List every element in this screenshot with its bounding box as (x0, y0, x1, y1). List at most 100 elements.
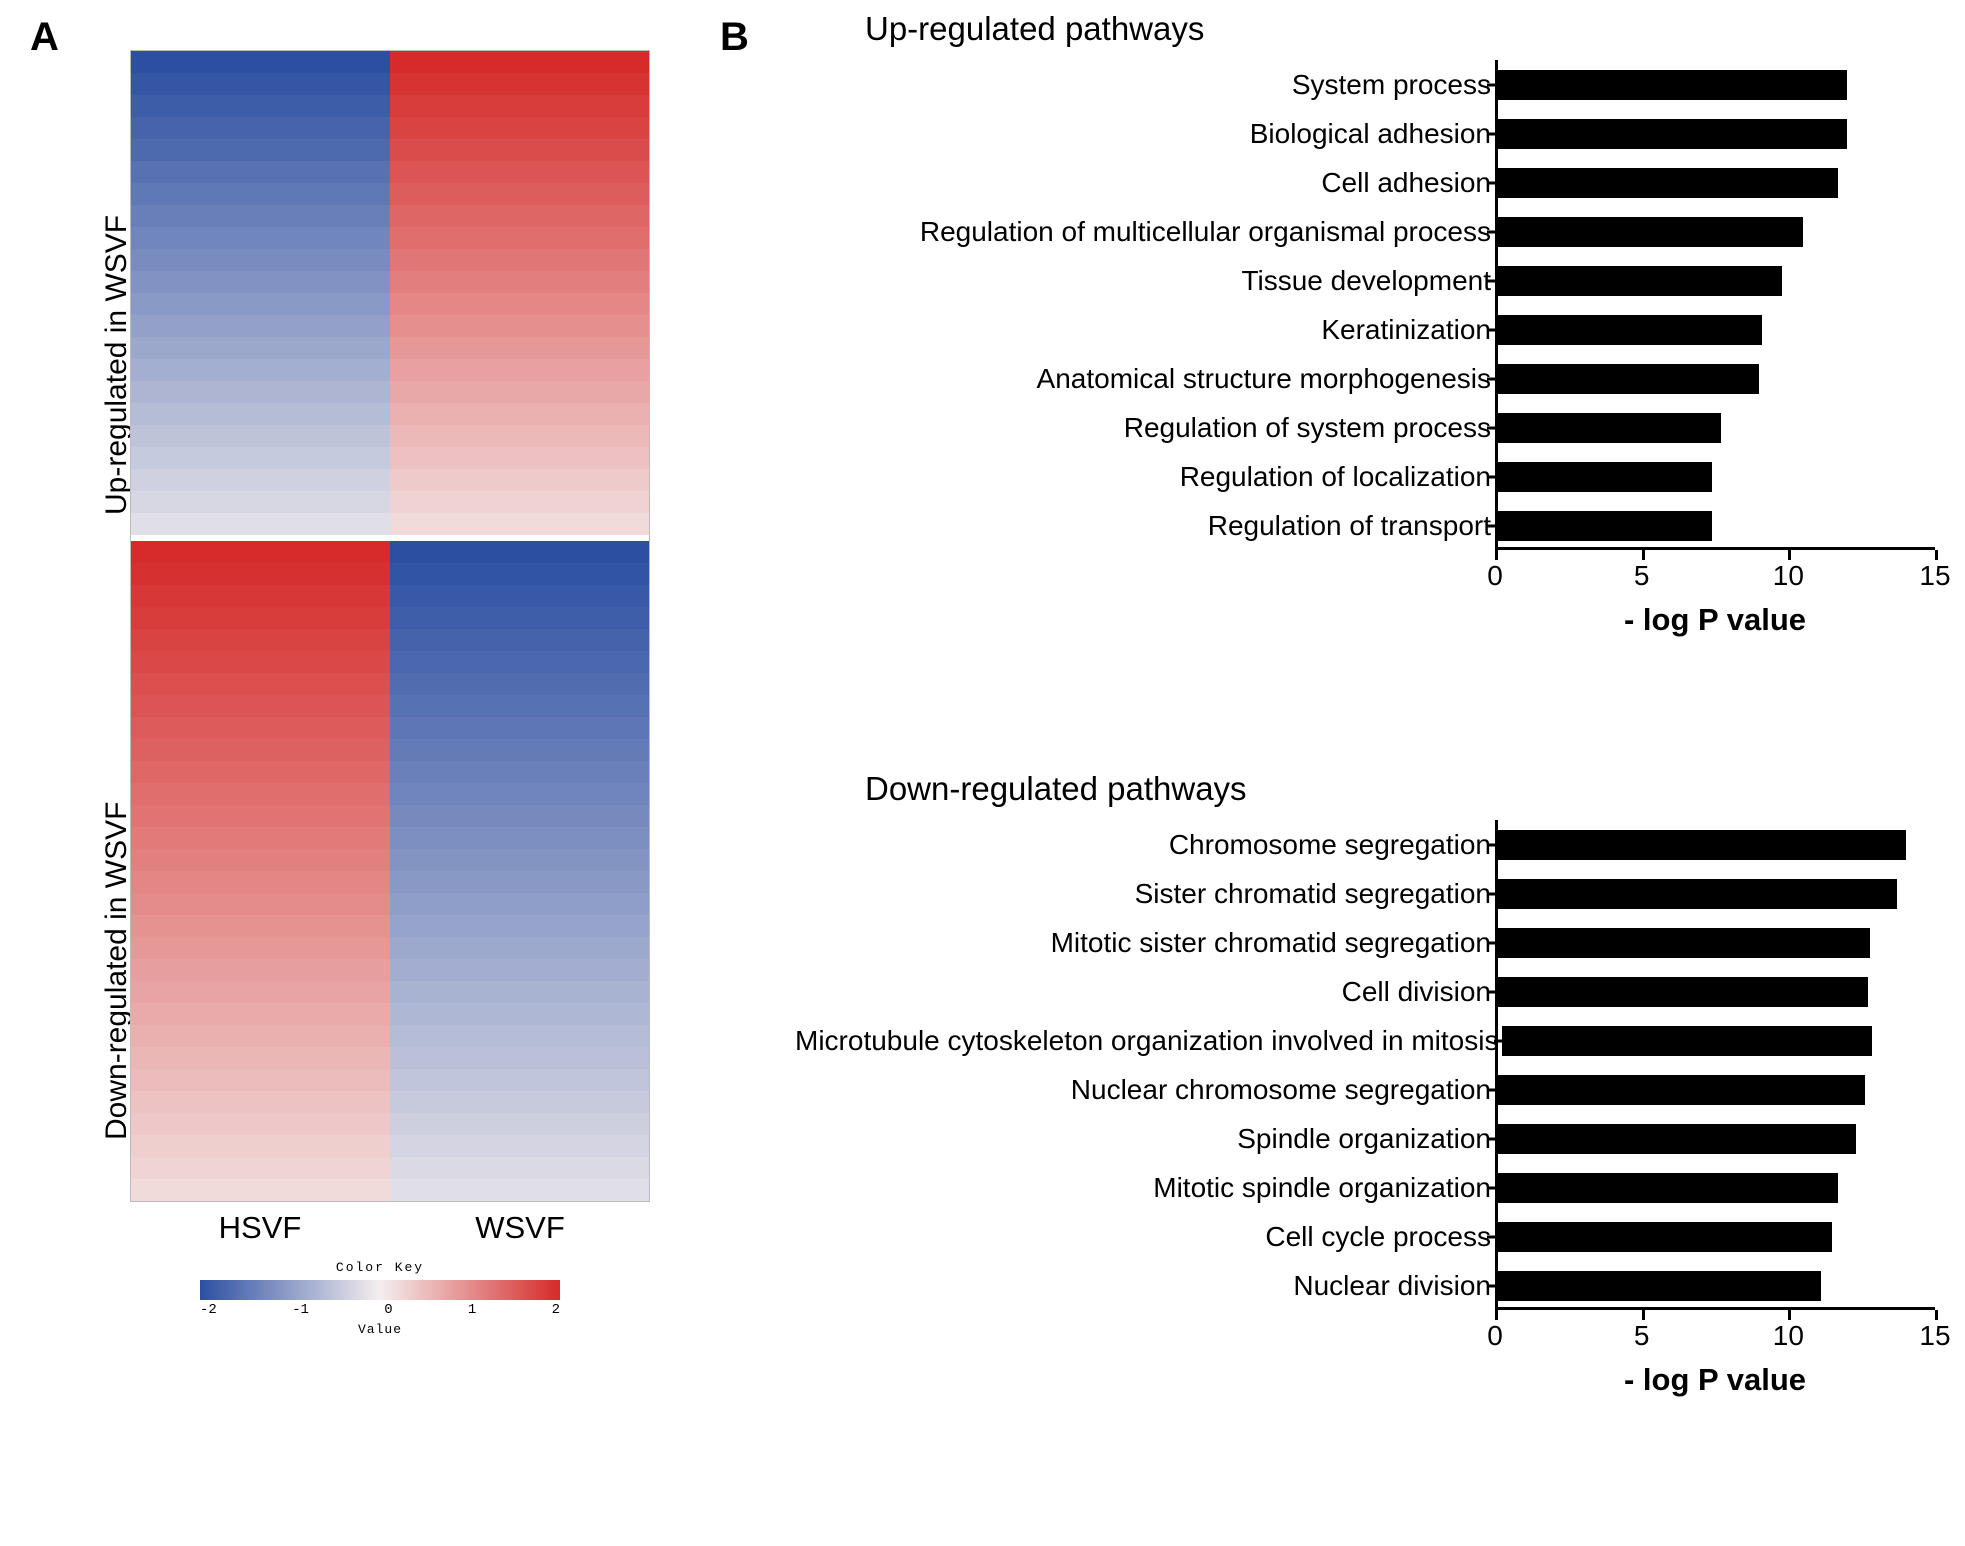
x-tick-label: 15 (1919, 1320, 1950, 1352)
bar-label: Biological adhesion (795, 118, 1495, 150)
bar-label: Mitotic spindle organization (795, 1172, 1495, 1204)
panel-a-letter: A (30, 15, 59, 60)
bar-row: Regulation of transport (795, 501, 1935, 550)
bar-plot (1495, 60, 1935, 109)
category-tick (1487, 843, 1495, 846)
bar-row: Spindle organization (795, 1114, 1935, 1163)
bar-row: Tissue development (795, 256, 1935, 305)
category-tick (1487, 1137, 1495, 1140)
color-key-tick: -1 (292, 1302, 309, 1318)
bar-label: Chromosome segregation (795, 829, 1495, 861)
category-tick (1487, 1088, 1495, 1091)
bar-plot (1495, 109, 1935, 158)
bar-plot (1495, 1261, 1935, 1310)
category-tick (1487, 990, 1495, 993)
bar-rect (1495, 168, 1838, 198)
bar-rect (1495, 977, 1868, 1007)
bar-rect (1495, 70, 1847, 100)
bar-rect (1495, 1124, 1856, 1154)
category-tick (1494, 1039, 1502, 1042)
bar-row: Keratinization (795, 305, 1935, 354)
panel-b-letter: B (720, 15, 749, 60)
bar-label: Mitotic sister chromatid segregation (795, 927, 1495, 959)
category-tick (1487, 132, 1495, 135)
x-tick-label: 5 (1634, 560, 1650, 592)
category-tick (1487, 524, 1495, 527)
bar-row: Cell division (795, 967, 1935, 1016)
bar-row: Mitotic sister chromatid segregation (795, 918, 1935, 967)
bar-label: Tissue development (795, 265, 1495, 297)
x-tick (1935, 550, 1938, 560)
up-pathways-chart: Up-regulated pathways System process Biolo… (795, 10, 1935, 550)
bar-rect (1495, 1271, 1821, 1301)
category-tick (1487, 83, 1495, 86)
bar-plot (1495, 967, 1935, 1016)
heatmap (130, 50, 650, 1202)
bar-rect (1495, 511, 1712, 541)
down-pathways-chart: Down-regulated pathways Chromosome segreg… (795, 770, 1935, 1310)
bar-label: Regulation of localization (795, 461, 1495, 493)
x-tick (1642, 1310, 1645, 1320)
bar-label: Nuclear division (795, 1270, 1495, 1302)
x-tick-label: 0 (1487, 560, 1503, 592)
category-tick (1487, 279, 1495, 282)
bar-plot (1495, 452, 1935, 501)
color-key-title: Color Key (200, 1260, 560, 1275)
bar-label: Anatomical structure morphogenesis (795, 363, 1495, 395)
bar-row: Regulation of localization (795, 452, 1935, 501)
bar-plot (1495, 1163, 1935, 1212)
category-tick (1487, 892, 1495, 895)
bar-rect (1495, 217, 1803, 247)
color-key-bar (200, 1280, 560, 1300)
bar-row: Sister chromatid segregation (795, 869, 1935, 918)
bar-label: Cell cycle process (795, 1221, 1495, 1253)
x-tick (1642, 550, 1645, 560)
bar-rect (1495, 266, 1782, 296)
bar-label: Microtubule cytoskeleton organization in… (795, 1025, 1502, 1057)
bar-row: Regulation of multicellular organismal p… (795, 207, 1935, 256)
category-tick (1487, 1186, 1495, 1189)
bar-rect (1495, 928, 1870, 958)
heatmap-col-hsvf: HSVF (130, 1210, 390, 1246)
category-tick (1487, 328, 1495, 331)
bar-plot (1495, 305, 1935, 354)
bar-row: Regulation of system process (795, 403, 1935, 452)
bar-plot (1495, 918, 1935, 967)
bar-row: Nuclear chromosome segregation (795, 1065, 1935, 1114)
bar-row: Cell cycle process (795, 1212, 1935, 1261)
bar-rect (1495, 879, 1897, 909)
bar-rect (1495, 830, 1906, 860)
bar-label: Regulation of system process (795, 412, 1495, 444)
bar-rect (1495, 462, 1712, 492)
figure-root: A Up-regulated in WSVF Down-regulated in… (0, 0, 1965, 1546)
chart-title: Down-regulated pathways (865, 770, 1935, 808)
color-key-value-label: Value (200, 1322, 560, 1337)
x-tick (1495, 1310, 1498, 1320)
bar-rect (1495, 364, 1759, 394)
bar-label: Sister chromatid segregation (795, 878, 1495, 910)
heatmap-col-wsvf: WSVF (390, 1210, 650, 1246)
chart-title: Up-regulated pathways (865, 10, 1935, 48)
x-tick (1788, 550, 1791, 560)
bar-rect (1495, 413, 1721, 443)
bar-row: Cell adhesion (795, 158, 1935, 207)
bar-label: Keratinization (795, 314, 1495, 346)
x-tick (1495, 550, 1498, 560)
color-key-ticks: -2-1012 (200, 1302, 560, 1318)
category-tick (1487, 426, 1495, 429)
category-tick (1487, 1235, 1495, 1238)
color-key-tick: 2 (552, 1302, 560, 1318)
x-tick-label: 0 (1487, 1320, 1503, 1352)
bar-plot (1495, 207, 1935, 256)
color-key-tick: 0 (384, 1302, 392, 1318)
bar-row: Microtubule cytoskeleton organization in… (795, 1016, 1935, 1065)
category-tick (1487, 941, 1495, 944)
bar-rect (1495, 1173, 1838, 1203)
bar-plot (1495, 403, 1935, 452)
x-tick-label: 15 (1919, 560, 1950, 592)
bar-rect (1495, 315, 1762, 345)
bar-label: System process (795, 69, 1495, 101)
category-tick (1487, 1284, 1495, 1287)
x-tick-label: 5 (1634, 1320, 1650, 1352)
bar-plot (1495, 256, 1935, 305)
